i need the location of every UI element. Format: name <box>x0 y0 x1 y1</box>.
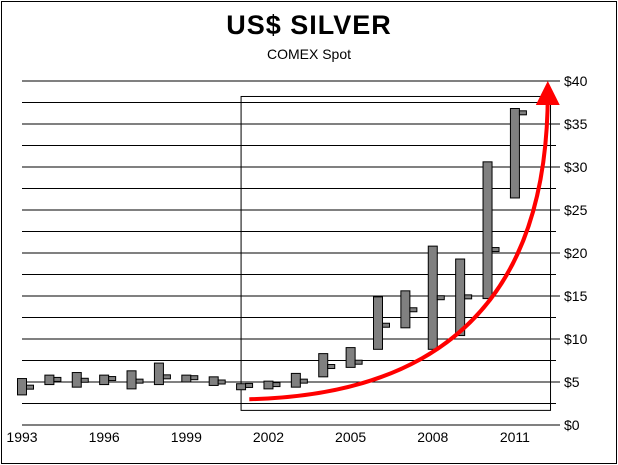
close-marker <box>464 294 473 300</box>
price-range-bar <box>208 376 219 386</box>
x-tick-label: 2005 <box>335 429 366 445</box>
close-marker <box>382 322 390 328</box>
close-marker <box>327 364 336 370</box>
close-marker <box>436 295 445 301</box>
close-marker <box>518 110 527 116</box>
x-tick-label: 1999 <box>171 429 202 445</box>
y-tick-label: $25 <box>564 202 588 218</box>
price-range-bar <box>126 370 137 390</box>
y-tick-label: $10 <box>564 331 588 347</box>
price-range-bar <box>318 353 329 378</box>
price-range-bar <box>427 245 438 350</box>
x-tick-label: 2002 <box>253 429 284 445</box>
y-tick-label: $20 <box>564 245 588 261</box>
x-tick-label: 1996 <box>89 429 120 445</box>
price-range-bar <box>400 290 411 329</box>
close-marker <box>409 307 418 313</box>
trend-arrow <box>249 81 560 402</box>
close-marker <box>272 382 281 388</box>
price-range-bar <box>373 296 383 350</box>
close-marker <box>245 382 254 388</box>
close-marker <box>26 384 34 390</box>
close-marker <box>162 374 171 380</box>
highlight-box <box>240 95 552 411</box>
price-range-bar <box>290 372 301 388</box>
x-tick-label: 2011 <box>500 429 530 445</box>
y-tick-label: $30 <box>564 159 588 175</box>
price-range-bar <box>263 380 274 390</box>
x-tick-label: 1993 <box>6 429 37 445</box>
price-range-bar <box>99 374 110 386</box>
chart-title: US$ SILVER <box>226 10 392 40</box>
price-range-bar <box>17 378 27 396</box>
price-range-bar <box>345 347 356 368</box>
y-tick-label: $15 <box>564 288 588 304</box>
close-marker <box>299 378 308 384</box>
price-range-bar <box>181 374 192 383</box>
price-range-bar <box>509 108 520 199</box>
close-marker <box>80 377 89 383</box>
price-range-bar <box>236 383 247 391</box>
x-tick-label: 2008 <box>417 429 448 445</box>
y-tick-label: $35 <box>564 116 588 132</box>
price-range-bar <box>153 362 164 386</box>
chart-subtitle: COMEX Spot <box>266 46 352 62</box>
close-marker <box>217 379 226 385</box>
price-range-bar <box>71 372 82 388</box>
price-range-bar <box>482 161 493 300</box>
close-marker <box>108 376 117 382</box>
y-tick-label: $40 <box>564 73 588 89</box>
price-range-bar <box>455 258 466 337</box>
y-tick-label: $5 <box>564 374 580 390</box>
close-marker <box>190 375 199 381</box>
close-marker <box>135 378 144 384</box>
close-marker <box>491 247 500 253</box>
price-range-bar <box>44 374 55 386</box>
close-marker <box>354 359 363 365</box>
y-tick-label: $0 <box>564 417 580 433</box>
close-marker <box>53 376 62 382</box>
